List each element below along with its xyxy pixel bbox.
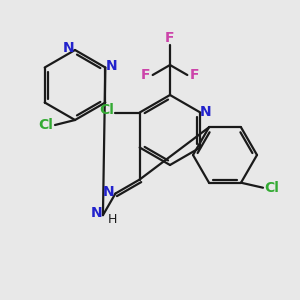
Text: N: N [91,206,103,220]
Text: N: N [200,106,211,119]
Text: Cl: Cl [99,103,114,118]
Text: N: N [63,41,75,55]
Text: N: N [103,185,114,200]
Text: N: N [106,58,117,73]
Text: F: F [165,31,175,45]
Text: H: H [107,213,117,226]
Text: Cl: Cl [39,118,53,132]
Text: F: F [190,68,199,82]
Text: F: F [141,68,150,82]
Text: Cl: Cl [265,181,279,195]
